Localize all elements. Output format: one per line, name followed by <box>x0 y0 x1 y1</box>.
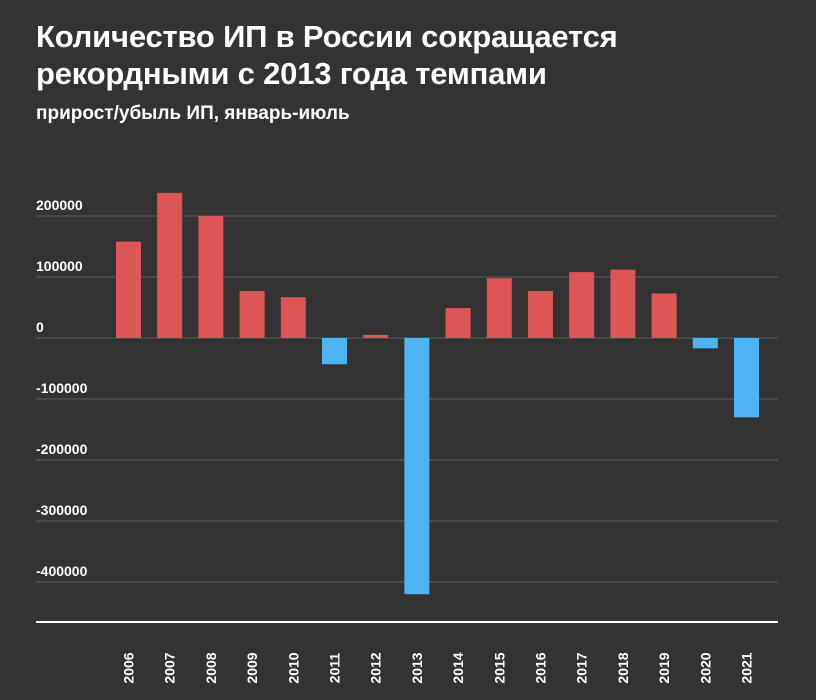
bar-2019 <box>651 293 677 338</box>
x-tick-label: 2020 <box>697 652 713 683</box>
bar-2015 <box>486 278 512 338</box>
x-tick-label: 2013 <box>409 652 425 683</box>
x-tick-label: 2009 <box>244 652 260 683</box>
bar-2016 <box>528 291 553 338</box>
chart-title: Количество ИП в России сокращается рекор… <box>36 19 618 91</box>
x-axis-tick-labels: 2006 2007 2008 2009 2010 2011 2012 2013 2014 2015… <box>121 652 755 683</box>
x-tick-label: 2007 <box>162 652 178 683</box>
x-tick-label: 2011 <box>327 653 343 684</box>
bar-2018 <box>610 269 636 338</box>
bar-2009 <box>239 291 265 338</box>
x-tick-label: 2016 <box>533 652 549 683</box>
y-tick-label: -200000 <box>36 441 88 457</box>
y-tick-label: 200000 <box>36 197 83 213</box>
bar-2013 <box>404 338 430 595</box>
x-tick-label: 2010 <box>285 652 301 683</box>
y-tick-label: 0 <box>36 319 44 335</box>
x-tick-label: 2014 <box>450 652 466 683</box>
x-tick-label: 2021 <box>739 652 755 683</box>
y-tick-label: -100000 <box>36 380 88 396</box>
bar-2010 <box>280 297 306 338</box>
bar-2017 <box>569 272 595 338</box>
bar-2011 <box>322 338 347 365</box>
y-tick-label: -400000 <box>36 563 88 579</box>
bar-2021 <box>734 338 759 418</box>
bar-2007 <box>157 192 183 338</box>
bar-2008 <box>198 216 224 338</box>
y-axis-tick-labels: 200000 100000 0 -100000 -200000 -300000 -40000… <box>36 197 88 579</box>
x-tick-label: 2015 <box>491 652 507 683</box>
bar-2014 <box>445 308 471 338</box>
x-tick-label: 2017 <box>574 652 590 683</box>
bar-2020 <box>692 338 718 349</box>
bar-2006 <box>116 241 141 338</box>
x-tick-label: 2006 <box>121 652 137 683</box>
bars <box>116 192 759 595</box>
y-tick-label: -300000 <box>36 502 88 518</box>
chart-subtitle: прирост/убыль ИП, январь-июль <box>36 103 350 124</box>
x-tick-label: 2008 <box>203 652 219 683</box>
x-tick-label: 2012 <box>368 652 384 683</box>
y-tick-label: 100000 <box>36 258 83 274</box>
x-tick-label: 2019 <box>656 652 672 683</box>
x-tick-label: 2018 <box>615 652 631 683</box>
bar-2012 <box>363 334 389 338</box>
